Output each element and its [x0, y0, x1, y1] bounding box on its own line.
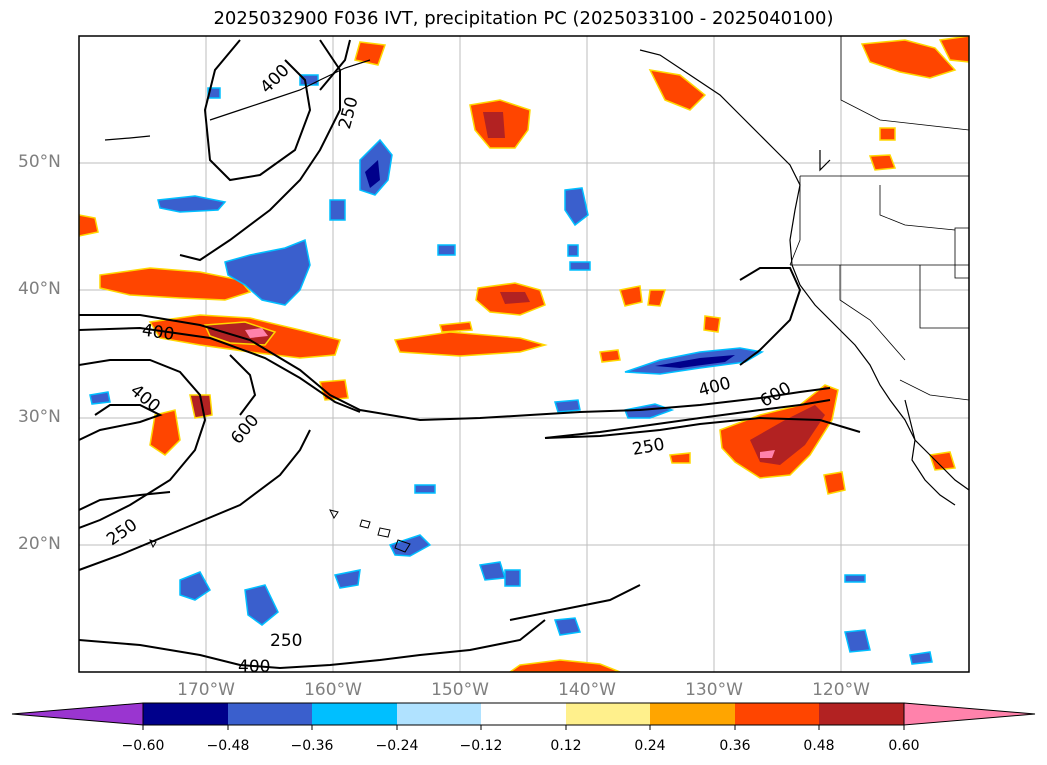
colorbar-segment — [312, 703, 397, 725]
lat-label-30n: 30°N — [18, 407, 61, 427]
colorbar-tick-label: 0.24 — [634, 738, 666, 754]
islands — [149, 509, 411, 553]
colorbar-tick-label: −0.36 — [290, 738, 334, 754]
colorbar-extend-max — [903, 702, 1036, 726]
colorbar-segment — [397, 703, 481, 725]
coastlines — [104, 49, 969, 506]
colorbar-tick-label: −0.60 — [121, 738, 165, 754]
colorbar-segment — [735, 703, 819, 725]
colorbar-segment — [819, 703, 904, 725]
lon-label-130w: 130°W — [685, 680, 743, 700]
colorbar-frame — [142, 702, 905, 726]
map-area — [79, 36, 969, 672]
lon-label-160w: 160°W — [304, 680, 362, 700]
contour-label: 250 — [270, 631, 302, 651]
lat-label-50n: 50°N — [18, 152, 61, 172]
colorbar-segment — [566, 703, 650, 725]
colorbar-segment — [143, 703, 228, 725]
negative-precip-areas — [89, 74, 933, 665]
colorbar-tick-label: −0.12 — [459, 738, 503, 754]
lon-label-120w: 120°W — [812, 680, 870, 700]
colorbar-extend-min — [11, 702, 144, 726]
lat-label-20n: 20°N — [18, 534, 61, 554]
colorbar-tick-label: 0.12 — [550, 738, 582, 754]
colorbar-tick-label: 0.36 — [719, 738, 751, 754]
lon-label-140w: 140°W — [558, 680, 616, 700]
colorbar-tick-label: −0.24 — [375, 738, 419, 754]
ivt-contours — [79, 39, 861, 670]
contour-label: 400 — [141, 321, 176, 345]
colorbar-segment — [228, 703, 312, 725]
colorbar-segment — [650, 703, 735, 725]
colorbar-tick-label: 0.48 — [803, 738, 835, 754]
map-border — [78, 35, 970, 673]
colorbar-tick-label: −0.48 — [206, 738, 250, 754]
lon-label-150w: 150°W — [431, 680, 489, 700]
lat-label-40n: 40°N — [18, 279, 61, 299]
contour-label: 400 — [238, 657, 270, 677]
colorbar-segment — [481, 703, 566, 725]
political-boundaries — [789, 36, 969, 401]
lon-label-170w: 170°W — [177, 680, 235, 700]
colorbar — [11, 702, 1036, 730]
map-title: 2025032900 F036 IVT, precipitation PC (2… — [213, 8, 834, 29]
colorbar-tick-label: 0.60 — [888, 738, 920, 754]
